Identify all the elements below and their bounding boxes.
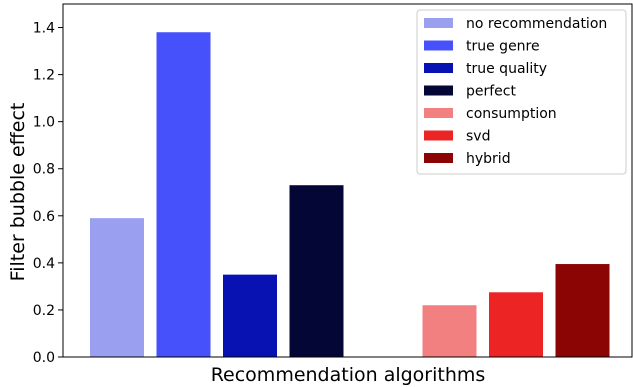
y-axis: 0.0 0.2 0.4 0.6 0.8 1.0 1.2 1.4 bbox=[33, 21, 63, 366]
legend-swatch-true-quality bbox=[424, 63, 453, 73]
y-axis-title: Filter bubble effect bbox=[7, 103, 29, 282]
legend-swatch-true-genre bbox=[424, 41, 453, 51]
y-tick-label: 0.8 bbox=[33, 162, 55, 178]
legend-label-consumption: consumption bbox=[466, 106, 557, 122]
bar-perfect bbox=[290, 185, 344, 357]
bar-no-recommendation bbox=[90, 218, 144, 357]
y-tick-label: 0.2 bbox=[33, 303, 55, 319]
legend-label-true-genre: true genre bbox=[466, 39, 540, 55]
y-tick-label: 1.4 bbox=[33, 21, 55, 37]
legend-swatch-svd bbox=[424, 131, 453, 141]
legend-swatch-perfect bbox=[424, 86, 453, 96]
legend-swatch-consumption bbox=[424, 108, 453, 118]
legend-label-svd: svd bbox=[466, 129, 490, 145]
bar-true-genre bbox=[157, 32, 211, 357]
x-axis-title: Recommendation algorithms bbox=[211, 364, 486, 386]
legend-swatch-hybrid bbox=[424, 153, 453, 163]
y-tick-label: 1.2 bbox=[33, 68, 55, 84]
bar-true-quality bbox=[223, 275, 277, 357]
bar-consumption bbox=[423, 305, 477, 357]
y-tick-label: 0.4 bbox=[33, 256, 55, 272]
bar-svd bbox=[489, 292, 543, 357]
legend-swatch-no-recommendation bbox=[424, 18, 453, 28]
y-tick-label: 0.0 bbox=[33, 350, 55, 366]
legend-label-true-quality: true quality bbox=[466, 61, 547, 77]
legend: no recommendation true genre true quality p… bbox=[417, 10, 626, 174]
y-tick-label: 1.0 bbox=[33, 115, 55, 131]
legend-label-no-recommendation: no recommendation bbox=[466, 16, 607, 32]
bar-hybrid bbox=[556, 264, 610, 357]
legend-label-perfect: perfect bbox=[466, 84, 516, 100]
y-tick-label: 0.6 bbox=[33, 209, 55, 225]
legend-label-hybrid: hybrid bbox=[466, 151, 511, 167]
